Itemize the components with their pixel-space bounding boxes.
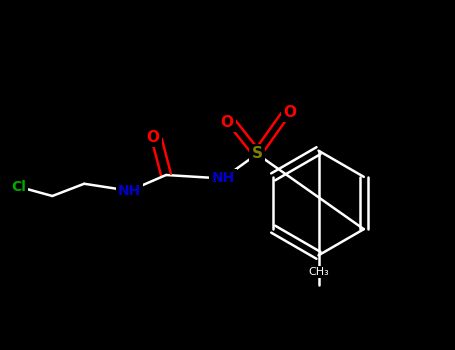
- Text: O: O: [221, 115, 233, 130]
- Text: O: O: [283, 105, 296, 120]
- Text: NH: NH: [118, 184, 142, 198]
- Text: NH: NH: [211, 172, 235, 186]
- Text: O: O: [147, 130, 159, 145]
- Text: Cl: Cl: [11, 180, 26, 194]
- Text: CH₃: CH₃: [308, 267, 329, 277]
- Text: S: S: [252, 147, 263, 161]
